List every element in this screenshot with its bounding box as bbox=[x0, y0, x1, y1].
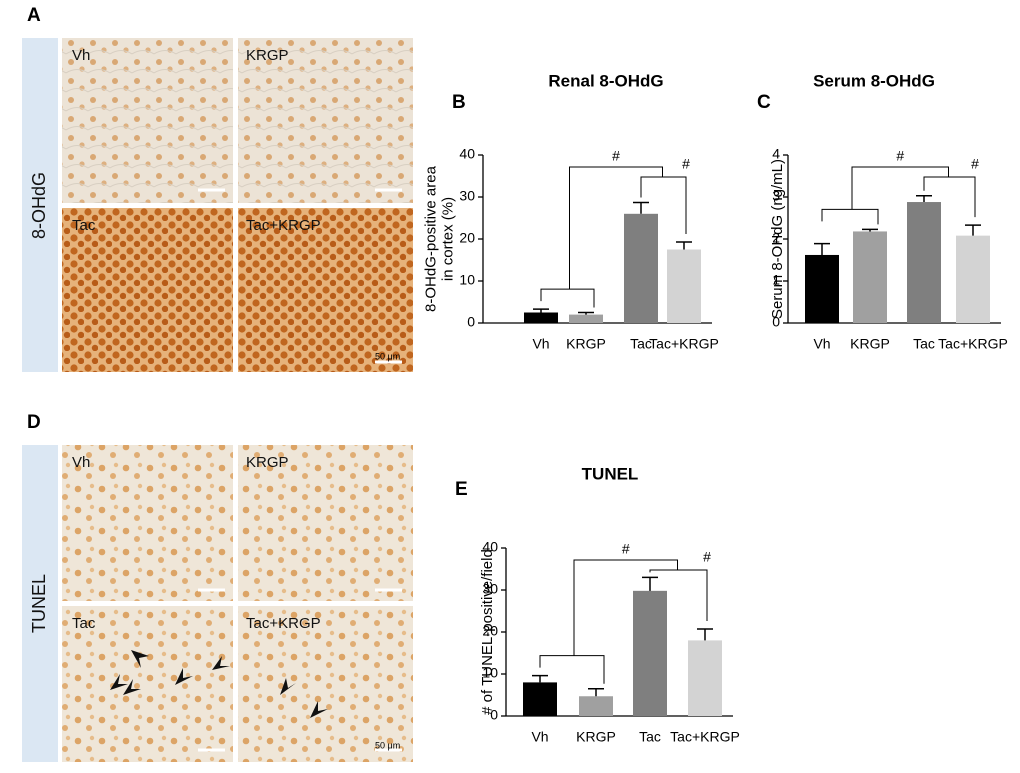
scale-label: 50 μm bbox=[375, 351, 400, 361]
x-tick-label: Vh bbox=[531, 729, 548, 745]
bar bbox=[579, 696, 613, 716]
y-tick-label: 30 bbox=[459, 188, 475, 204]
x-tick-label: KRGP bbox=[566, 336, 606, 352]
bar bbox=[523, 682, 557, 716]
error-bar bbox=[862, 228, 878, 232]
significance-label: # bbox=[971, 156, 979, 172]
y-tick-label: 2 bbox=[772, 230, 780, 246]
bar bbox=[569, 314, 603, 323]
image-label: Tac+KRGP bbox=[246, 615, 321, 632]
chart-title: Serum 8-OHdG bbox=[813, 71, 935, 90]
y-tick-label: 4 bbox=[772, 146, 780, 162]
error-bar bbox=[676, 241, 692, 250]
panel-letter: D bbox=[27, 412, 41, 433]
y-tick-label: 10 bbox=[482, 665, 498, 681]
y-tick-label: 1 bbox=[772, 272, 780, 288]
bar bbox=[524, 312, 558, 323]
x-tick-label: Vh bbox=[813, 336, 830, 352]
image-label: KRGP bbox=[246, 454, 289, 471]
y-tick-label: 40 bbox=[459, 146, 475, 162]
significance-label: # bbox=[622, 541, 630, 557]
panel-letter: E bbox=[455, 479, 468, 500]
x-tick-label: KRGP bbox=[576, 729, 616, 745]
bar bbox=[907, 202, 941, 323]
significance-bracket bbox=[640, 176, 687, 234]
x-tick-label: Vh bbox=[532, 336, 549, 352]
x-tick-label: Tac bbox=[630, 336, 652, 352]
y-axis-label: # of TUNEL-positive/field bbox=[479, 549, 496, 715]
error-bar bbox=[916, 194, 932, 203]
error-bar bbox=[814, 242, 830, 255]
error-bar bbox=[965, 224, 981, 236]
y-tick-label: 40 bbox=[482, 539, 498, 555]
significance-label: # bbox=[682, 156, 690, 172]
y-tick-label: 0 bbox=[467, 314, 475, 330]
error-bar bbox=[697, 628, 713, 641]
significance-bracket bbox=[821, 166, 949, 225]
error-bar bbox=[578, 311, 594, 315]
significance-label: # bbox=[612, 148, 620, 164]
bar bbox=[956, 235, 990, 323]
x-tick-label: Tac+KRGP bbox=[938, 336, 1008, 352]
chart-title: Renal 8-OHdG bbox=[548, 71, 663, 90]
x-tick-label: Tac+KRGP bbox=[670, 729, 740, 745]
stain-label: TUNEL bbox=[29, 574, 49, 633]
panel-letter: B bbox=[452, 92, 466, 113]
scale-label: 50 μm bbox=[375, 740, 400, 750]
y-tick-label: 10 bbox=[459, 272, 475, 288]
micrographs bbox=[22, 38, 413, 762]
significance-label: # bbox=[703, 549, 711, 565]
image-label: Tac bbox=[72, 217, 96, 234]
significance-label: # bbox=[896, 148, 904, 164]
bar bbox=[624, 213, 658, 323]
significance-bracket bbox=[923, 176, 976, 218]
error-bar bbox=[533, 308, 549, 313]
y-axis-label: in cortex (%) bbox=[439, 197, 456, 281]
x-tick-label: Tac+KRGP bbox=[649, 336, 719, 352]
error-bar bbox=[532, 674, 548, 683]
significance-bracket bbox=[540, 166, 663, 308]
image-label: KRGP bbox=[246, 47, 289, 64]
y-tick-label: 0 bbox=[490, 707, 498, 723]
error-bar bbox=[642, 576, 658, 591]
image-label: Tac bbox=[72, 615, 96, 632]
y-tick-label: 3 bbox=[772, 188, 780, 204]
panel-letter: A bbox=[27, 5, 41, 26]
y-tick-label: 30 bbox=[482, 581, 498, 597]
stain-label: 8-OHdG bbox=[29, 172, 49, 239]
chart-title: TUNEL bbox=[582, 464, 639, 483]
significance-bracket bbox=[539, 559, 678, 684]
image-label: Vh bbox=[72, 47, 90, 64]
x-tick-label: Tac bbox=[639, 729, 661, 745]
panel-letter: C bbox=[757, 92, 771, 113]
image-label: Tac+KRGP bbox=[246, 217, 321, 234]
y-axis-label: 8-OHdG-positive area bbox=[422, 165, 439, 312]
x-tick-label: Tac bbox=[913, 336, 935, 352]
y-axis-label: Serum 8-OHdG (ng/mL) bbox=[769, 159, 786, 319]
x-tick-label: KRGP bbox=[850, 336, 890, 352]
bar bbox=[688, 640, 722, 716]
bar bbox=[805, 254, 839, 323]
image-label: Vh bbox=[72, 454, 90, 471]
significance-bracket bbox=[649, 569, 708, 622]
y-tick-label: 0 bbox=[772, 314, 780, 330]
y-tick-label: 20 bbox=[459, 230, 475, 246]
error-bar bbox=[588, 687, 604, 697]
bar bbox=[853, 231, 887, 323]
y-tick-label: 20 bbox=[482, 623, 498, 639]
error-bar bbox=[633, 201, 649, 214]
bar bbox=[667, 249, 701, 323]
bar bbox=[633, 590, 667, 716]
